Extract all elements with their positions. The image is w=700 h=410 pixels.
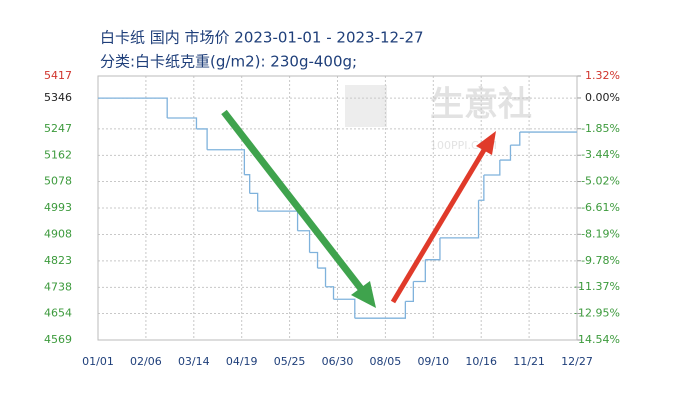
watermark-logo [345, 85, 387, 127]
x-tick-label: 09/10 [417, 355, 449, 368]
x-tick-label: 03/14 [178, 355, 210, 368]
step-segment [499, 145, 512, 161]
step-segment [439, 200, 480, 239]
y-tick-label: 4823 [44, 254, 72, 267]
up-arrow [390, 131, 496, 304]
step-segment [478, 175, 485, 201]
step-segment [354, 301, 407, 319]
y2-tick-label: -6.61% [581, 201, 620, 214]
x-tick-label: 04/19 [226, 355, 258, 368]
step-segment [249, 192, 259, 212]
step-segment [167, 117, 198, 129]
y2-tick-label: 0.00% [585, 91, 620, 104]
step-segment [207, 149, 246, 175]
step-segment [413, 259, 426, 283]
step-segment [244, 174, 251, 194]
y-tick-label: 5346 [44, 91, 72, 104]
step-segment [483, 160, 501, 176]
plot-border [97, 75, 578, 341]
y2-tick-label: -5.02% [581, 175, 620, 188]
y2-tick-label: -1.85% [581, 122, 620, 135]
y2-tick-label: 1.32% [585, 69, 620, 82]
x-tick-label: 06/30 [322, 355, 354, 368]
x-tick-label: 05/25 [274, 355, 306, 368]
x-tick-label: 01/01 [82, 355, 114, 368]
y-tick-label: 4908 [44, 227, 72, 240]
x-tick-label: 02/06 [130, 355, 162, 368]
step-segment [333, 298, 356, 319]
down-arrow [221, 109, 376, 308]
y2-tick-label: -3.44% [581, 148, 620, 161]
step-segment [405, 281, 414, 303]
watermark-url: 100PPI.COM [430, 139, 497, 152]
y2-tick-label: -9.78% [581, 254, 620, 267]
x-tick-label: 08/05 [370, 355, 402, 368]
step-segment [196, 128, 208, 150]
x-tick-label: 11/21 [513, 355, 545, 368]
y-tick-label: 5162 [44, 148, 72, 161]
y-tick-label: 4738 [44, 280, 72, 293]
y2-tick-label: -8.19% [581, 227, 620, 240]
y2-tick-label: -11.37% [574, 280, 620, 293]
y-tick-label: 4654 [44, 307, 72, 320]
step-segment [325, 286, 335, 300]
step-segment [257, 210, 299, 231]
y2-tick-label: -12.95% [574, 307, 620, 320]
y-tick-label: 5417 [44, 69, 72, 82]
step-segment [317, 267, 327, 287]
chart-subtitle: 分类:白卡纸克重(g/m2): 230g-400g; [100, 53, 357, 71]
y-tick-label: 4993 [44, 201, 72, 214]
step-segment [297, 230, 311, 253]
y-tick-label: 5247 [44, 122, 72, 135]
step-segment [425, 237, 441, 261]
y-tick-label: 4569 [44, 333, 72, 346]
x-tick-label: 12/27 [561, 355, 593, 368]
step-segment [98, 97, 168, 119]
watermark: 生意社 100PPI.COM [345, 85, 532, 152]
chart-title: 白卡纸 国内 市场价 2023-01-01 - 2023-12-27 [100, 29, 424, 47]
step-segment [510, 132, 521, 146]
step-segment [309, 251, 319, 269]
x-tick-label: 10/16 [465, 355, 497, 368]
y2-tick-label: -14.54% [574, 333, 620, 346]
y-tick-label: 5078 [44, 175, 72, 188]
